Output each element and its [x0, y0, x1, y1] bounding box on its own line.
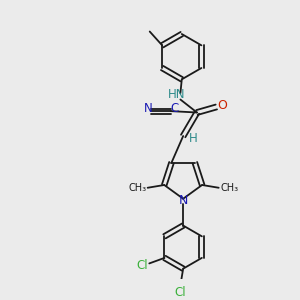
- Text: H: H: [189, 132, 198, 145]
- Text: N: N: [178, 194, 188, 207]
- Text: CH₃: CH₃: [128, 183, 146, 193]
- Text: C: C: [170, 102, 178, 115]
- Text: O: O: [217, 99, 227, 112]
- Text: CH₃: CH₃: [220, 183, 238, 193]
- Text: HN: HN: [168, 88, 186, 101]
- Text: N: N: [144, 102, 152, 115]
- Text: Cl: Cl: [136, 259, 148, 272]
- Text: Cl: Cl: [175, 286, 186, 299]
